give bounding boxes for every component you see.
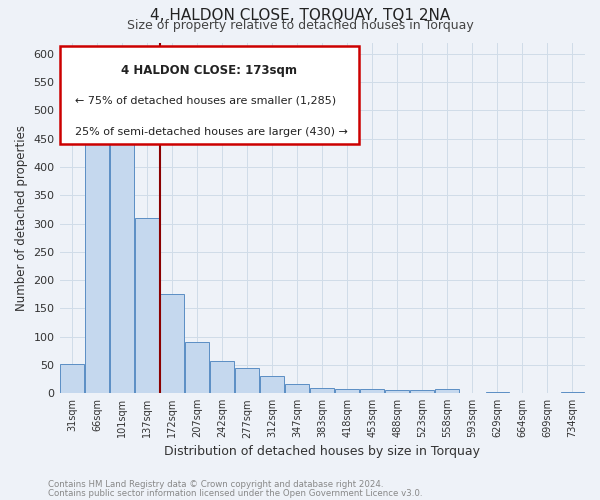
Bar xyxy=(110,128,134,393)
Text: 25% of semi-detached houses are larger (430) →: 25% of semi-detached houses are larger (… xyxy=(76,126,348,136)
Bar xyxy=(260,376,284,393)
Bar xyxy=(135,218,159,393)
Text: Size of property relative to detached houses in Torquay: Size of property relative to detached ho… xyxy=(127,19,473,32)
X-axis label: Distribution of detached houses by size in Torquay: Distribution of detached houses by size … xyxy=(164,444,480,458)
Text: 4, HALDON CLOSE, TORQUAY, TQ1 2NA: 4, HALDON CLOSE, TORQUAY, TQ1 2NA xyxy=(150,8,450,22)
Text: Contains HM Land Registry data © Crown copyright and database right 2024.: Contains HM Land Registry data © Crown c… xyxy=(48,480,383,489)
Text: ← 75% of detached houses are smaller (1,285): ← 75% of detached houses are smaller (1,… xyxy=(76,95,337,105)
Bar xyxy=(436,388,459,393)
FancyBboxPatch shape xyxy=(59,46,359,144)
Bar xyxy=(286,384,309,393)
Bar xyxy=(410,390,434,393)
Y-axis label: Number of detached properties: Number of detached properties xyxy=(15,125,28,311)
Bar xyxy=(185,342,209,393)
Bar xyxy=(335,389,359,393)
Bar xyxy=(60,364,84,393)
Bar xyxy=(385,390,409,393)
Bar xyxy=(85,138,109,393)
Bar xyxy=(160,294,184,393)
Text: Contains public sector information licensed under the Open Government Licence v3: Contains public sector information licen… xyxy=(48,488,422,498)
Bar xyxy=(560,392,584,393)
Text: 4 HALDON CLOSE: 173sqm: 4 HALDON CLOSE: 173sqm xyxy=(121,64,297,76)
Bar xyxy=(210,361,234,393)
Bar xyxy=(485,392,509,393)
Bar xyxy=(235,368,259,393)
Bar xyxy=(361,388,384,393)
Bar xyxy=(310,388,334,393)
